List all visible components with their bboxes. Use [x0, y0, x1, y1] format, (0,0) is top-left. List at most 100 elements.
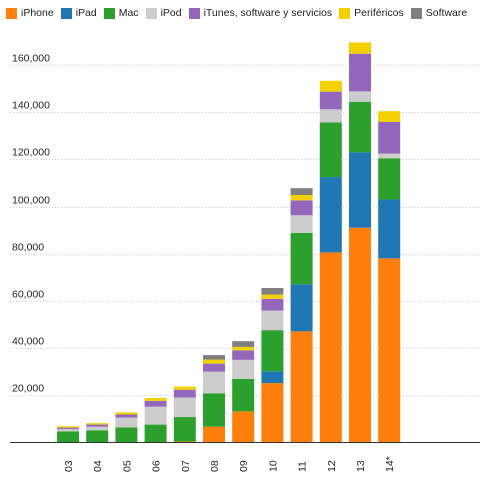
bar-segment	[232, 346, 255, 351]
legend-swatch	[145, 7, 157, 19]
bar-segment	[144, 406, 167, 425]
bar-segment	[115, 427, 138, 442]
x-tick-label: 09	[238, 460, 250, 472]
legend-item: Software	[410, 7, 468, 19]
bar-segment	[57, 426, 79, 428]
x-tick-label: 12	[326, 460, 338, 472]
bar-segment	[319, 91, 342, 110]
bar-segment	[144, 400, 167, 407]
legend-swatch	[188, 7, 200, 19]
y-tick-label: 80,000	[12, 242, 44, 254]
bar-segment	[173, 386, 196, 390]
bar-segment	[378, 111, 401, 122]
bar-segment	[378, 258, 401, 442]
bar-segment	[173, 397, 196, 418]
legend-item: Mac	[103, 7, 139, 19]
bar-segment	[378, 121, 401, 154]
bar-segment	[290, 232, 313, 285]
legend-item: iPad	[60, 7, 97, 19]
bar-segment	[290, 200, 313, 216]
bar-segment	[86, 426, 109, 431]
legend-label: iPod	[160, 7, 182, 19]
bar-segment	[57, 431, 79, 442]
bar-segment	[115, 412, 138, 415]
bar-segment	[203, 363, 225, 372]
bar-segment	[378, 158, 401, 200]
bar-segment	[378, 153, 401, 159]
bar-segment	[261, 294, 284, 299]
bar-segment	[203, 359, 225, 364]
y-tick-label: 40,000	[12, 336, 44, 348]
x-tick-label: 14*	[384, 456, 396, 472]
bar-segment	[349, 53, 371, 92]
bar-segment	[319, 177, 342, 253]
x-tick-label: 06	[151, 460, 163, 472]
legend-swatch	[60, 7, 72, 19]
bar-segment	[232, 378, 255, 412]
bar-segment	[349, 152, 371, 228]
bar-segment	[203, 371, 225, 394]
x-tick-label: 07	[180, 460, 192, 472]
legend-label: Mac	[118, 7, 139, 19]
bar-segment	[290, 284, 313, 332]
bar-segment	[115, 417, 138, 428]
legend-swatch	[410, 7, 422, 19]
bar-segment	[290, 331, 313, 442]
x-tick-label: 10	[267, 460, 279, 472]
bar-segment	[232, 359, 255, 379]
bar-segment	[261, 330, 284, 372]
bar-segment	[86, 423, 109, 425]
bar-segment	[232, 341, 255, 347]
bar-segment	[57, 427, 79, 430]
bar-segment	[349, 101, 371, 153]
y-tick-label: 140,000	[12, 100, 50, 112]
bar-segment	[319, 80, 342, 92]
bar-segment	[290, 188, 313, 195]
bar-segment	[144, 424, 167, 442]
y-tick-label: 60,000	[12, 289, 44, 301]
bar-segment	[261, 383, 284, 442]
bar-segment	[115, 414, 138, 418]
bar-segment	[290, 215, 313, 233]
x-tick-label: 05	[121, 460, 133, 472]
x-tick-label: 03	[63, 460, 75, 472]
bar-segment	[261, 288, 284, 295]
y-tick-label: 100,000	[12, 195, 50, 207]
bar-segment	[203, 426, 225, 442]
bar-segment	[290, 194, 313, 201]
legend-label: iTunes, software y servicios	[203, 7, 333, 19]
legend-swatch	[103, 7, 115, 19]
bar-segment	[144, 397, 167, 401]
bar-segment	[261, 298, 284, 311]
bar-segment	[319, 122, 342, 178]
legend: iPhone iPad Mac iPod iTunes, software y serv…	[6, 5, 474, 21]
x-tick-label: 11	[297, 461, 309, 472]
bar-segment	[319, 252, 342, 442]
y-tick-label: 20,000	[12, 383, 44, 395]
y-tick-label: 120,000	[12, 147, 50, 159]
bar-segment	[57, 429, 79, 432]
legend-label: iPhone	[21, 7, 54, 19]
legend-item: iPod	[145, 7, 182, 19]
bar-segment	[173, 417, 196, 442]
bar-segment	[319, 109, 342, 123]
legend-swatch	[6, 7, 17, 19]
bar-segment	[86, 430, 109, 442]
legend-item: iTunes, software y servicios	[188, 7, 333, 19]
legend-item: iPhone	[6, 7, 54, 19]
x-tick-label: 08	[209, 460, 221, 472]
bar-segment	[173, 389, 196, 398]
legend-label: Periféricos	[354, 7, 404, 19]
bar-segment	[203, 393, 225, 427]
bar-segment	[261, 310, 284, 331]
bar-segment	[86, 424, 109, 427]
legend-label: Software	[425, 7, 468, 19]
legend-label: iPad	[75, 7, 97, 19]
bar-segment	[349, 42, 371, 54]
legend-item: Periféricos	[339, 7, 404, 19]
bar-segment	[378, 199, 401, 259]
bar-segment	[232, 411, 255, 442]
legend-swatch	[339, 7, 351, 19]
